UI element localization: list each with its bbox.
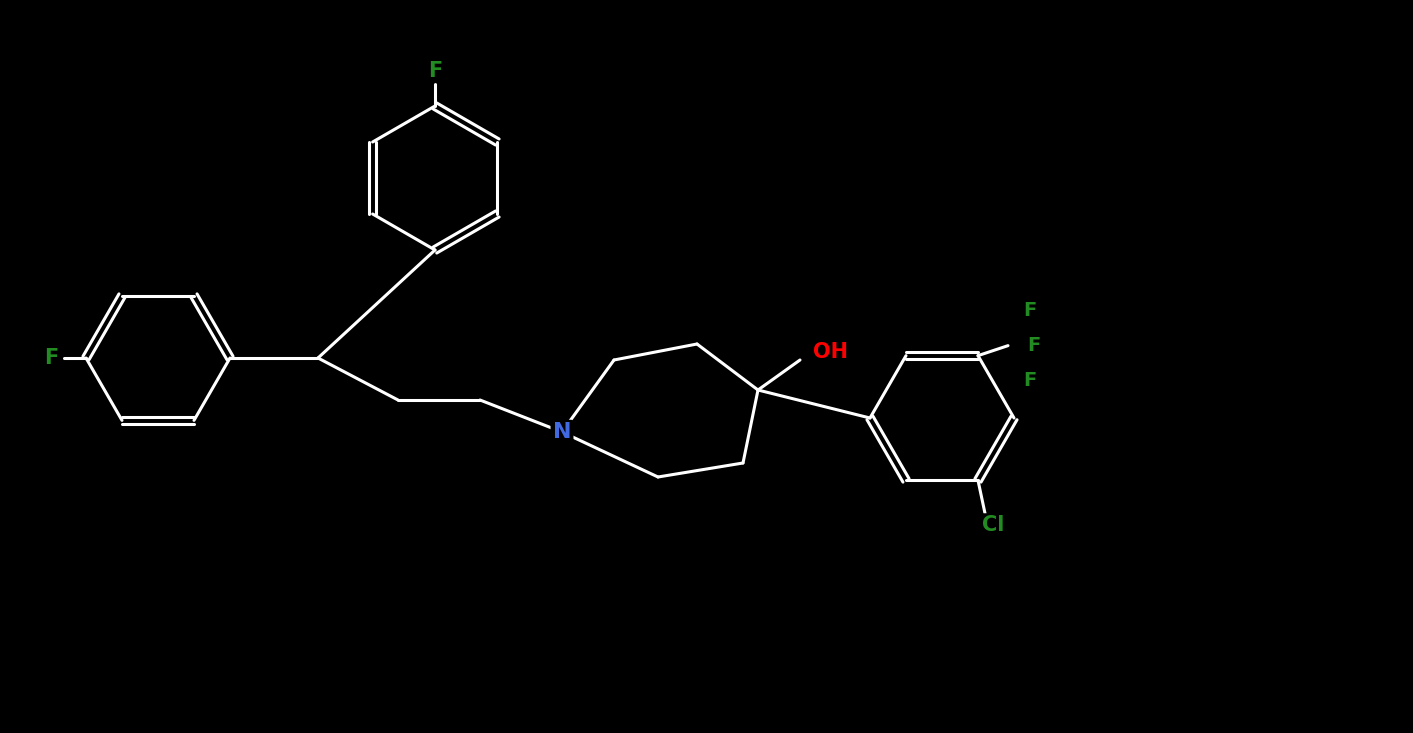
Text: F: F: [1023, 301, 1037, 320]
Text: Cl: Cl: [982, 515, 1005, 535]
Text: F: F: [1027, 336, 1040, 356]
Text: F: F: [44, 348, 58, 368]
Text: F: F: [428, 61, 442, 81]
Text: N: N: [552, 422, 571, 442]
Text: F: F: [1023, 371, 1037, 390]
Text: OH: OH: [812, 342, 848, 362]
